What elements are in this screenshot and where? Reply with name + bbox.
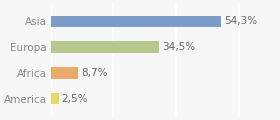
Text: 2,5%: 2,5% <box>62 94 88 104</box>
Text: 34,5%: 34,5% <box>162 42 195 52</box>
Bar <box>51 67 78 79</box>
Bar <box>51 93 59 104</box>
Bar <box>51 16 221 27</box>
Text: 54,3%: 54,3% <box>224 16 257 26</box>
Bar <box>51 41 159 53</box>
Text: 8,7%: 8,7% <box>81 68 108 78</box>
